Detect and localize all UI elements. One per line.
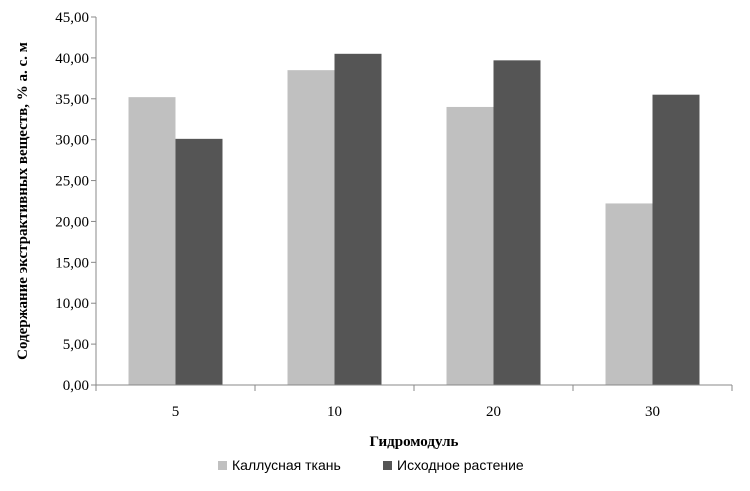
x-axis-ticks: 5 10 20 30 (95, 385, 733, 420)
legend-swatch-original (383, 461, 392, 470)
legend: Каллусная ткань Исходное растение (218, 457, 524, 473)
bar-callus-20 (446, 106, 494, 385)
bar-original-10 (334, 53, 382, 386)
y-axis-ticks: 0,00 5,00 10,00 15,00 20,00 25,00 30,00 35,00 40… (55, 10, 96, 394)
y-tick-label: 30,00 (55, 133, 89, 149)
y-tick-label: 45,00 (55, 10, 89, 26)
y-axis-title: Содержание экстрактивных веществ, % а. с… (15, 42, 31, 360)
legend-label-original: Исходное растение (397, 457, 524, 473)
y-tick-label: 25,00 (55, 174, 89, 190)
bar-callus-5 (128, 97, 176, 386)
y-tick-label: 35,00 (55, 92, 89, 108)
y-tick-label: 0,00 (63, 378, 89, 394)
x-tick-label: 20 (486, 404, 501, 420)
bar-callus-10 (287, 70, 335, 386)
bar-original-5 (175, 138, 223, 385)
legend-swatch-callus (218, 461, 227, 470)
y-tick-label: 5,00 (63, 337, 89, 353)
y-tick-label: 40,00 (55, 51, 89, 67)
x-tick-label: 30 (645, 404, 660, 420)
bars (128, 53, 700, 386)
x-axis-title: Гидромодуль (370, 434, 459, 450)
y-tick-label: 10,00 (55, 296, 89, 312)
bar-callus-30 (605, 203, 653, 385)
x-tick-label: 10 (327, 404, 342, 420)
bar-original-20 (493, 60, 541, 385)
y-tick-label: 20,00 (55, 214, 89, 230)
x-tick-label: 5 (172, 404, 180, 420)
bar-original-30 (652, 94, 700, 385)
y-tick-label: 15,00 (55, 255, 89, 271)
legend-label-callus: Каллусная ткань (232, 457, 341, 473)
